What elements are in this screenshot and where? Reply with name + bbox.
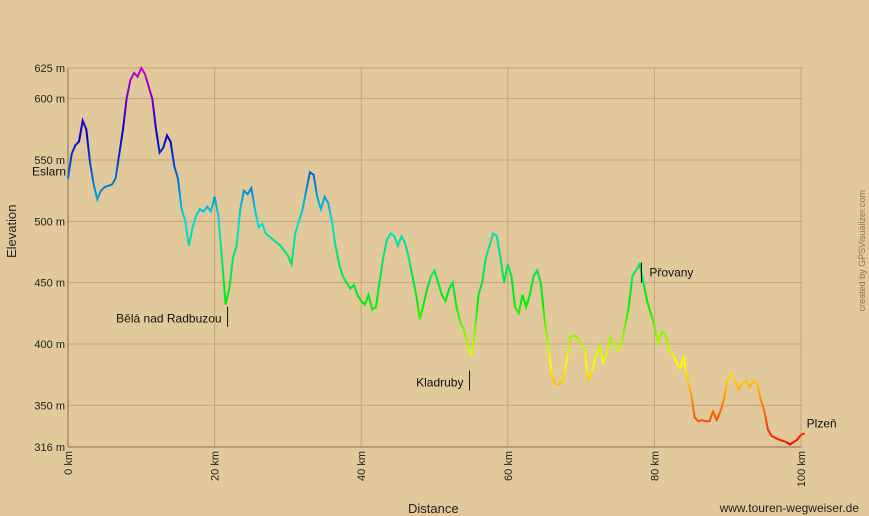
side-credit: created by GPSVisualizer.com	[857, 190, 867, 312]
x-tick-label: 0 km	[63, 451, 75, 475]
place-markers: Eslarn Bělá nad Radbuzou Kladruby Přovany Pl…	[32, 164, 837, 430]
axes	[67, 68, 802, 448]
x-tick-label: 60 km	[503, 451, 515, 481]
y-tick-label: 400 m	[34, 339, 65, 351]
y-tick-label: 500 m	[34, 216, 65, 228]
y-tick-label: 350 m	[34, 400, 65, 412]
place-label: Přovany	[649, 266, 693, 280]
y-axis-label: Elevation	[4, 204, 19, 258]
place-label: Kladruby	[416, 376, 463, 390]
x-axis-label: Distance	[408, 501, 459, 516]
x-tick-label: 100 km	[796, 451, 808, 487]
place-label: Bělá nad Radbuzou	[116, 312, 221, 326]
x-tick-label: 80 km	[649, 451, 661, 481]
footer-credit: www.touren-wegweiser.de	[719, 501, 859, 515]
place-label: Plzeň	[807, 417, 837, 431]
y-tick-label: 600 m	[34, 94, 65, 106]
y-tick-label: 550 m	[34, 155, 65, 167]
x-tick-label: 40 km	[356, 451, 368, 481]
place-label: Eslarn	[32, 164, 66, 178]
y-tick-label: 316 m	[34, 442, 65, 454]
tick-labels: 316 m 350 m 400 m 450 m 500 m 550 m 600 m 625 m…	[34, 63, 808, 487]
x-tick-label: 20 km	[210, 451, 222, 481]
y-tick-label: 450 m	[34, 278, 65, 290]
elevation-line	[67, 65, 806, 446]
y-tick-label: 625 m	[34, 63, 65, 75]
grid-lines	[67, 67, 803, 448]
